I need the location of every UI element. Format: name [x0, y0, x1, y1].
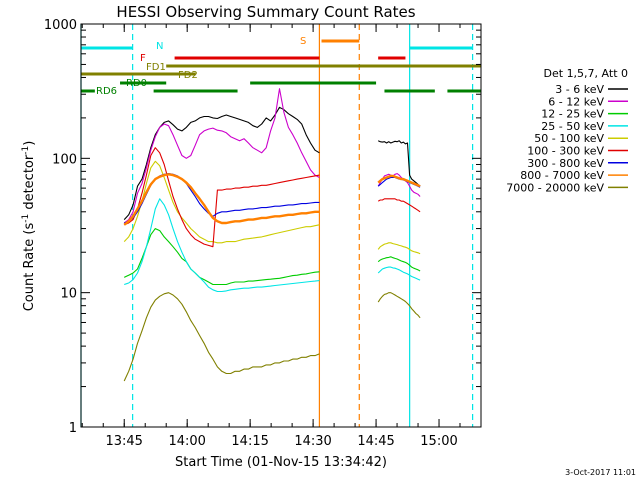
- series-line: [377, 242, 421, 255]
- series-line: [377, 174, 421, 188]
- y-tick-label: 1: [69, 421, 77, 436]
- legend-entry-label: 6 - 12 keV: [548, 95, 604, 108]
- x-tick-label: 14:45: [357, 434, 394, 449]
- series-group: [123, 88, 421, 382]
- legend-entry-label: 800 - 7000 keV: [520, 169, 604, 182]
- series-line: [123, 173, 320, 226]
- series-line: [123, 160, 320, 244]
- series-line: [123, 88, 320, 224]
- y-axis-label-main: Count Rate (s: [22, 223, 37, 312]
- y-axis-label: Count Rate (s-1 detector-1): [21, 141, 37, 312]
- x-tick-label: 14:00: [168, 434, 205, 449]
- y-tick-label: 10: [60, 287, 77, 302]
- series-line: [123, 106, 320, 220]
- legend-entry-label: 100 - 300 keV: [527, 145, 604, 158]
- legend-entry-label: 50 - 100 keV: [534, 132, 604, 145]
- flag-label: N: [156, 41, 163, 52]
- flag-label: S: [300, 36, 306, 47]
- x-tick-label: 15:00: [420, 434, 457, 449]
- flag-label: F: [140, 53, 146, 64]
- series-line: [377, 198, 421, 213]
- legend-entry-label: 25 - 50 keV: [541, 120, 604, 133]
- legend-entry-label: 7000 - 20000 keV: [506, 181, 604, 194]
- legend-entry-label: 3 - 6 keV: [555, 83, 604, 96]
- series-line: [124, 198, 320, 293]
- x-axis-label: Start Time (01-Nov-15 13:34:42): [175, 455, 387, 470]
- series-line: [377, 292, 421, 319]
- y-axis-label-mid: detector: [22, 154, 37, 214]
- x-tick-label: 13:45: [105, 434, 142, 449]
- series-line: [377, 266, 421, 281]
- plot-frame: [80, 23, 482, 428]
- series-line: [123, 292, 320, 382]
- y-axis-label-sup2: -1: [21, 146, 31, 155]
- y-axis-label-sup1: -1: [21, 214, 31, 223]
- legend-entry-label: 12 - 25 keV: [541, 108, 604, 121]
- series-line: [377, 256, 421, 272]
- series-line: [377, 140, 421, 187]
- chart-title: HESSI Observing Summary Count Rates: [116, 3, 415, 21]
- flag-label: FD2: [178, 70, 198, 81]
- legend-entry-label: 300 - 800 keV: [527, 157, 604, 170]
- legend-header: Det 1,5,7, Att 0: [544, 67, 628, 80]
- flag-label: RD0: [126, 78, 147, 89]
- series-line: [123, 228, 320, 286]
- y-tick-label: 1000: [44, 18, 77, 33]
- series-line: [123, 147, 320, 248]
- y-axis-label-end: ): [22, 141, 37, 146]
- y-tick-label: 100: [52, 152, 77, 167]
- x-tick-label: 14:15: [231, 434, 268, 449]
- timestamp: 3-Oct-2017 11:01: [565, 468, 636, 477]
- x-tick-label: 14:30: [294, 434, 331, 449]
- flag-label: FD1: [146, 62, 166, 73]
- axes: 13:45 14:00 14:15 14:30 14:45 15:00 1 10 100 1000: [44, 18, 482, 449]
- series-line: [377, 173, 421, 197]
- flag-label: RD6: [96, 86, 117, 97]
